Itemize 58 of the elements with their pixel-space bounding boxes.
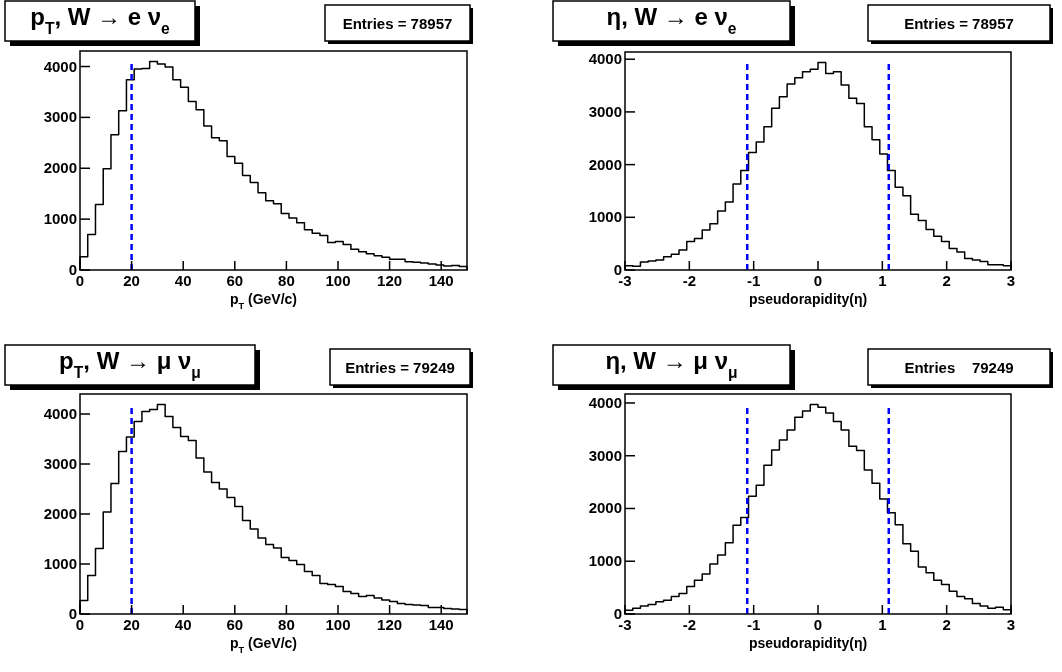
y-tick-label: 3000	[588, 446, 622, 464]
x-tick-label: 40	[174, 616, 192, 633]
x-tick-label: 2	[942, 272, 951, 289]
x-tick-label: 20	[123, 272, 140, 289]
x-axis-title: pseudorapidity(η)	[748, 291, 868, 307]
x-tick-label: 60	[226, 272, 244, 289]
y-tick-label: 4000	[43, 405, 77, 422]
x-tick-label: 80	[278, 272, 295, 289]
y-tick-label: 3000	[43, 455, 77, 472]
y-tick-label: 1000	[43, 555, 77, 572]
y-tick-label: 0	[613, 605, 622, 622]
y-tick-label: 2000	[43, 505, 77, 522]
x-tick-label: -1	[746, 272, 761, 289]
y-tick-label: 0	[68, 261, 77, 278]
y-tick-label: 3000	[43, 108, 77, 126]
x-tick-label: 140	[428, 272, 454, 289]
text: Entries = 79249	[345, 359, 455, 376]
chart-title: η, W → e ν$_{e}$	[606, 3, 737, 37]
chart-title: η, W → μ ν$_{μ}$	[605, 347, 738, 381]
y-tick-label: 3000	[588, 102, 622, 120]
y-tick-label: 0	[613, 261, 622, 278]
y-tick-label: 1000	[588, 208, 622, 226]
x-tick-label: -2	[682, 272, 697, 289]
x-tick-label: 100	[325, 272, 351, 289]
y-tick-label: 2000	[588, 499, 622, 517]
x-tick-label: 20	[123, 616, 140, 633]
x-axis-title: p$_{T}$ (GeV/c)	[229, 635, 298, 655]
x-tick-label: 60	[226, 616, 244, 633]
text: Entries = 78957	[342, 15, 453, 32]
y-tick-label: 0	[68, 605, 77, 622]
x-tick-label: -1	[746, 616, 761, 633]
x-tick-label: 3	[1006, 616, 1016, 633]
text: Entries = 78957	[904, 15, 1014, 32]
y-tick-label: 4000	[588, 50, 622, 68]
y-tick-label: 4000	[43, 57, 77, 75]
x-tick-label: -2	[682, 616, 697, 633]
x-axis-title: pseudorapidity(η)	[748, 635, 868, 651]
x-tick-label: 1	[878, 616, 887, 633]
y-tick-label: 4000	[588, 393, 622, 411]
text: Entries 79249	[904, 359, 1014, 376]
y-tick-label: 1000	[588, 552, 622, 570]
x-tick-label: 3	[1006, 272, 1016, 289]
x-tick-label: 100	[325, 616, 351, 633]
x-tick-label: 0	[813, 272, 823, 289]
x-tick-label: 0	[813, 616, 823, 633]
x-tick-label: 120	[377, 616, 403, 633]
y-tick-label: 2000	[588, 155, 622, 173]
chart-title: p$_{T}$, W → μ ν$_{μ}$	[59, 347, 201, 381]
x-tick-label: 2	[942, 616, 951, 633]
x-tick-label: 80	[278, 616, 295, 633]
x-axis-title: p$_{T}$ (GeV/c)	[229, 291, 298, 311]
chart-title: p$_{T}$, W → e ν$_{e}$	[30, 3, 171, 37]
x-tick-label: 1	[878, 272, 887, 289]
y-tick-label: 2000	[43, 159, 77, 177]
x-tick-label: 120	[377, 272, 403, 289]
y-tick-label: 1000	[43, 210, 77, 228]
x-tick-label: 40	[174, 272, 192, 289]
x-tick-label: 140	[428, 616, 454, 633]
